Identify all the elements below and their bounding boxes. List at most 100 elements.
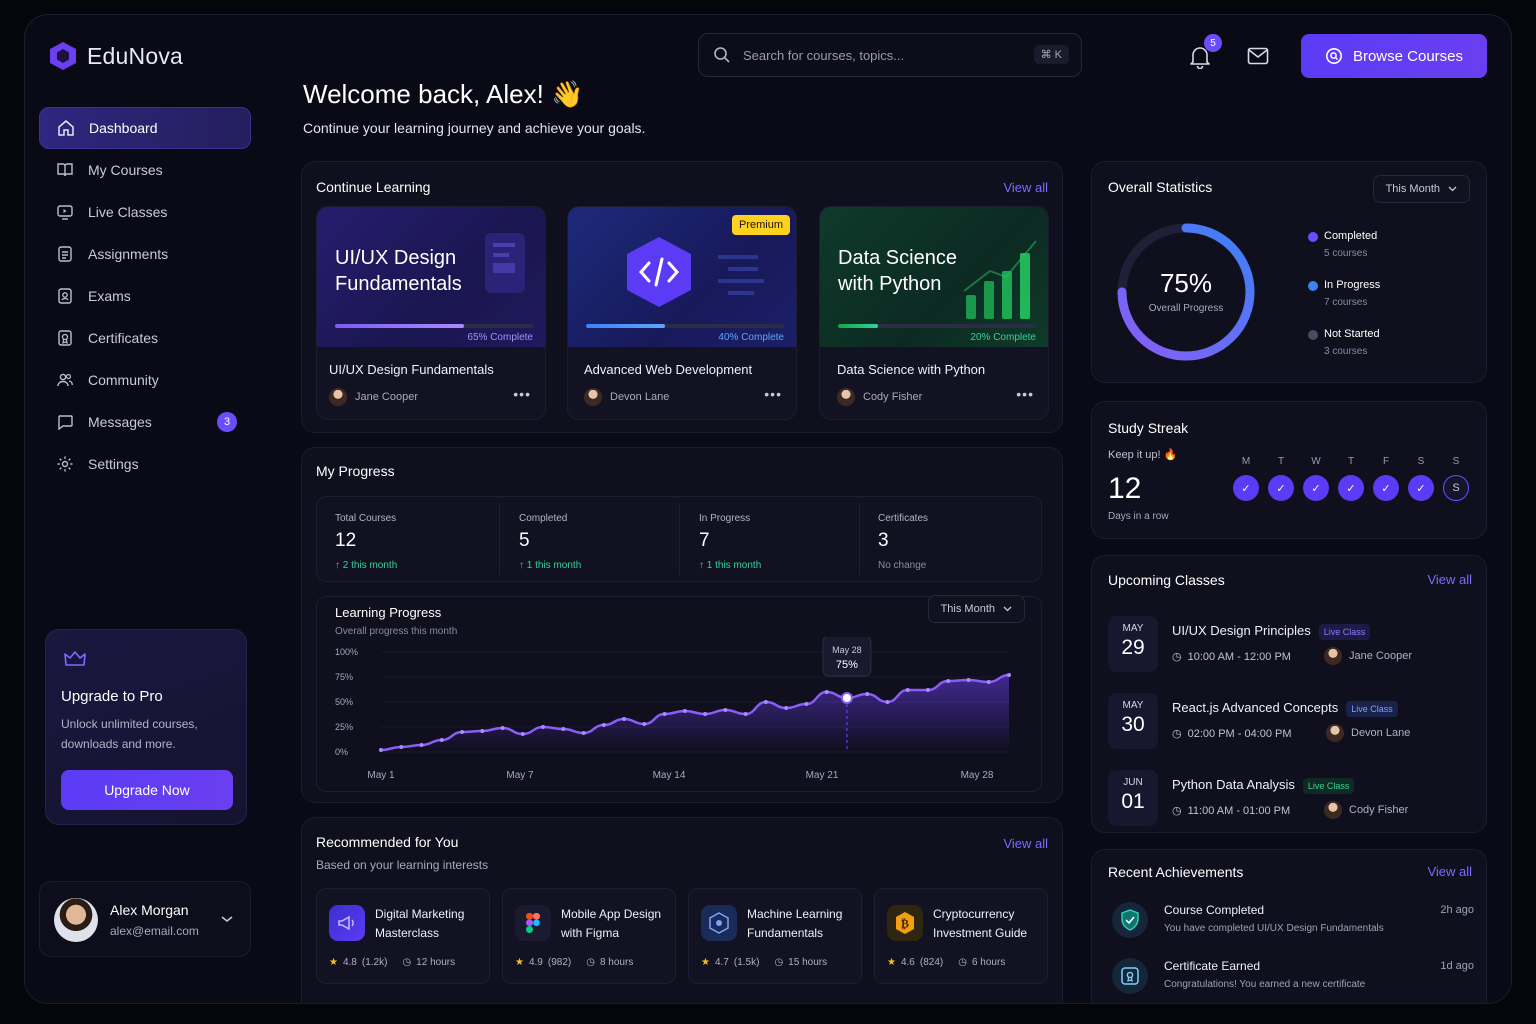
recommended-course-card[interactable]: Machine Learning Fundamentals ★ 4.7 (1.5k)… bbox=[688, 888, 862, 984]
overall-statistics-card: Overall Statistics This Month 75% Overal… bbox=[1091, 161, 1487, 383]
sidebar-item-live-classes[interactable]: Live Classes bbox=[39, 191, 251, 233]
notifications-button[interactable]: 5 bbox=[1189, 34, 1222, 70]
class-time: ◷ 02:00 PM - 04:00 PM bbox=[1172, 727, 1292, 741]
megaphone-icon bbox=[329, 905, 365, 941]
chart-data-point bbox=[480, 729, 485, 733]
chart-period-dropdown[interactable]: This Month bbox=[927, 595, 1025, 623]
upcoming-view-all-link[interactable]: View all bbox=[1427, 572, 1472, 587]
chevron-down-icon bbox=[221, 916, 233, 923]
messages-count-badge: 3 bbox=[217, 412, 237, 432]
more-options-icon[interactable]: ••• bbox=[513, 386, 531, 402]
course-progress-bar bbox=[838, 324, 1036, 328]
class-host: Cody Fisher bbox=[1324, 801, 1408, 819]
chart-data-point bbox=[419, 743, 424, 747]
achievements-view-all-link[interactable]: View all bbox=[1427, 864, 1472, 879]
sidebar-item-community[interactable]: Community bbox=[39, 359, 251, 401]
chevron-down-icon bbox=[1003, 606, 1012, 612]
class-date: MAY 30 bbox=[1108, 693, 1158, 749]
upcoming-class-item[interactable]: MAY 29 UI/UX Design Principles Live Class … bbox=[1108, 616, 1468, 686]
browse-courses-button[interactable]: Browse Courses bbox=[1301, 34, 1487, 78]
chart-tooltip bbox=[822, 637, 872, 677]
clipboard-icon bbox=[58, 246, 72, 262]
exam-icon bbox=[58, 288, 72, 304]
recommended-course-card[interactable]: Mobile App Design with Figma ★ 4.9 (982) ◷ 8… bbox=[502, 888, 676, 984]
course-thumbnail: Premium 40% Complete bbox=[568, 207, 796, 347]
y-tick-label: 0% bbox=[335, 747, 348, 757]
recommended-view-all-link[interactable]: View all bbox=[1003, 836, 1048, 851]
continue-learning-section: Continue Learning View all UI/UX Design F… bbox=[301, 161, 1063, 433]
recommended-section: Recommended for You Based on your learni… bbox=[301, 817, 1063, 1003]
sidebar-item-dashboard[interactable]: Dashboard bbox=[39, 107, 251, 149]
sidebar-item-label: Messages bbox=[88, 414, 152, 430]
sidebar-nav: Dashboard My Courses Live Classes Assign… bbox=[39, 107, 251, 485]
chart-subtitle: Overall progress this month bbox=[335, 626, 458, 637]
continue-view-all-link[interactable]: View all bbox=[1003, 180, 1048, 195]
chart-data-point bbox=[379, 748, 383, 752]
class-host: Jane Cooper bbox=[1324, 647, 1412, 665]
app-name: EduNova bbox=[87, 42, 184, 69]
search-bar[interactable]: Search for courses, topics... ⌘ K bbox=[698, 33, 1082, 77]
mail-icon[interactable] bbox=[1247, 47, 1269, 65]
recent-achievements-card: Recent Achievements View all Course Comp… bbox=[1091, 849, 1487, 1003]
sidebar-item-messages[interactable]: Messages 3 bbox=[39, 401, 251, 443]
chart-data-point bbox=[723, 708, 728, 712]
x-tick-label: May 7 bbox=[506, 770, 534, 781]
search-shortcut-hint: ⌘ K bbox=[1033, 45, 1069, 64]
x-tick-label: May 28 bbox=[961, 770, 994, 781]
avatar bbox=[54, 898, 98, 942]
ml-brain-icon bbox=[701, 905, 737, 941]
achievement-item[interactable]: Course Completed You have completed UI/U… bbox=[1108, 898, 1474, 942]
recommended-course-card[interactable]: Digital Marketing Masterclass ★ 4.8 (1.2k)… bbox=[316, 888, 490, 984]
section-title: Recent Achievements bbox=[1108, 864, 1244, 880]
avatar bbox=[837, 388, 855, 406]
sidebar-item-settings[interactable]: Settings bbox=[39, 443, 251, 485]
sidebar-item-assignments[interactable]: Assignments bbox=[39, 233, 251, 275]
recommended-course-card[interactable]: ₿ Cryptocurrency Investment Guide ★ 4.6 (8… bbox=[874, 888, 1048, 984]
progress-stats-row: Total Courses 12 ↑ 2 this month Completed 5… bbox=[316, 496, 1042, 582]
search-input[interactable]: Search for courses, topics... bbox=[743, 47, 905, 63]
sidebar-item-certificates[interactable]: Certificates bbox=[39, 317, 251, 359]
overall-period-dropdown[interactable]: This Month bbox=[1372, 175, 1470, 203]
user-profile-card[interactable]: Alex Morgan alex@email.com bbox=[39, 881, 251, 957]
book-icon bbox=[57, 163, 73, 177]
upgrade-now-button[interactable]: Upgrade Now bbox=[61, 770, 233, 810]
progress-percent: 20% Complete bbox=[970, 332, 1036, 343]
chart-data-point bbox=[561, 727, 566, 731]
chart-data-point bbox=[865, 692, 870, 696]
chart-data-point bbox=[622, 717, 627, 721]
upcoming-class-item[interactable]: JUN 01 Python Data Analysis Live Class ◷ 11… bbox=[1108, 770, 1468, 840]
stat-in-progress: In Progress 7 ↑ 1 this month bbox=[699, 513, 762, 571]
more-options-icon[interactable]: ••• bbox=[764, 386, 782, 402]
chart-data-point bbox=[541, 725, 546, 729]
study-streak-card: Study Streak Keep it up! 🔥 12 Days in a … bbox=[1091, 401, 1487, 539]
chart-data-point bbox=[439, 738, 444, 742]
y-tick-label: 25% bbox=[335, 722, 353, 732]
clock-icon: ◷ bbox=[586, 957, 595, 968]
streak-count: 12 bbox=[1108, 472, 1142, 505]
more-options-icon[interactable]: ••• bbox=[1016, 386, 1034, 402]
upgrade-desc-line1: Unlock unlimited courses, bbox=[61, 717, 198, 731]
chart-data-point bbox=[824, 690, 829, 694]
course-card-web-dev[interactable]: Premium 40% Complete Advanced Web Develo… bbox=[567, 206, 797, 420]
course-card-data-science[interactable]: Data Science with Python 20% Complete Dat… bbox=[819, 206, 1049, 420]
chart-data-point bbox=[1007, 673, 1011, 677]
hexagon-logo-icon bbox=[50, 42, 76, 70]
sidebar-item-my-courses[interactable]: My Courses bbox=[39, 149, 251, 191]
section-title: Upcoming Classes bbox=[1108, 572, 1225, 588]
section-title: Recommended for You bbox=[316, 834, 459, 850]
course-author: Jane Cooper bbox=[329, 388, 418, 406]
certificate-icon bbox=[58, 330, 72, 346]
app-logo[interactable]: EduNova bbox=[49, 41, 183, 71]
achievement-time: 1d ago bbox=[1440, 960, 1474, 972]
learning-progress-chart-card: Learning Progress Overall progress this … bbox=[316, 595, 1042, 792]
chart-data-point bbox=[703, 712, 708, 716]
upcoming-class-item[interactable]: MAY 30 React.js Advanced Concepts Live Cla… bbox=[1108, 693, 1468, 763]
sidebar-item-exams[interactable]: Exams bbox=[39, 275, 251, 317]
recommended-course-meta: ★ 4.8 (1.2k) ◷ 12 hours bbox=[329, 957, 456, 968]
star-icon: ★ bbox=[887, 957, 896, 968]
course-card-uiux[interactable]: UI/UX Design Fundamentals 65% Complete UI… bbox=[316, 206, 546, 420]
upgrade-card: Upgrade to Pro Unlock unlimited courses,… bbox=[45, 629, 247, 825]
achievement-item[interactable]: Certificate Earned Congratulations! You … bbox=[1108, 954, 1474, 998]
course-progress-bar bbox=[335, 324, 533, 328]
